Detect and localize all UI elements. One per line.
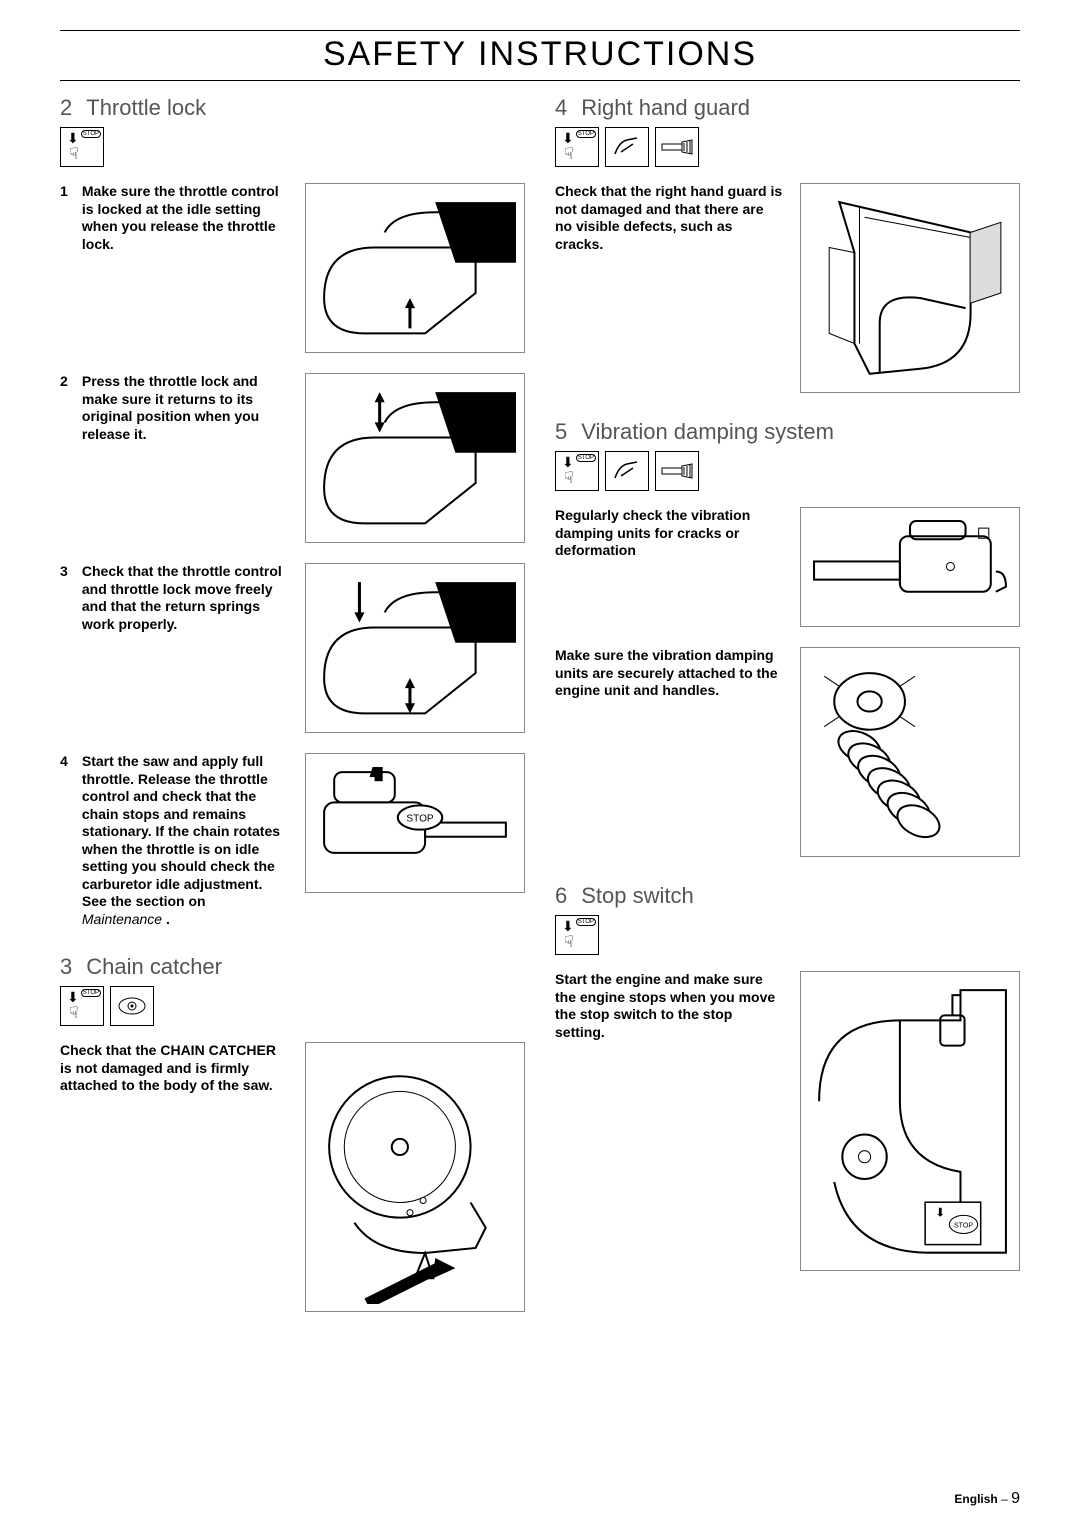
stop-engine-icon: ⬇STOP☟ — [555, 451, 599, 491]
section-6-icons: ⬇STOP☟ — [555, 915, 1020, 955]
section-title: Stop switch — [581, 883, 694, 909]
section-number: 6 — [555, 883, 567, 909]
throttle-step-2: 2 Press the throttle lock and make sure … — [60, 373, 525, 543]
step-text: 2 Press the throttle lock and make sure … — [60, 373, 289, 443]
right-hand-guard-row: Check that the right hand guard is not d… — [555, 183, 1020, 393]
section-title: Vibration damping system — [581, 419, 834, 445]
chainsaw-side-illustration — [800, 507, 1020, 627]
stop-switch-illustration: ⬇ STOP — [800, 971, 1020, 1271]
right-hand-guard-illustration — [800, 183, 1020, 393]
right-hand-guard-text: Check that the right hand guard is not d… — [555, 183, 784, 253]
vibration-text-2: Make sure the vibration damping units ar… — [555, 647, 784, 700]
section-4-icons: ⬇STOP☟ — [555, 127, 1020, 167]
stop-engine-icon: ⬇STOP☟ — [555, 127, 599, 167]
chain-catcher-text: Check that the CHAIN CATCHER is not dama… — [60, 1042, 289, 1095]
throttle-step-3: 3 Check that the throttle control and th… — [60, 563, 525, 733]
section-5-icons: ⬇STOP☟ — [555, 451, 1020, 491]
section-6-heading: 6 Stop switch — [555, 883, 1020, 909]
vibration-row-1: Regularly check the vibration damping un… — [555, 507, 1020, 627]
throttle-step-4: 4 Start the saw and apply full throttle.… — [60, 753, 525, 928]
section-3-icons: ⬇STOP☟ — [60, 986, 525, 1026]
step-text: 1 Make sure the throttle control is lock… — [60, 183, 289, 253]
right-column: 4 Right hand guard ⬇STOP☟ Check that the… — [555, 89, 1020, 1332]
section-4-heading: 4 Right hand guard — [555, 95, 1020, 121]
two-column-layout: 2 Throttle lock ⬇STOP☟ 1 Make sure the t… — [60, 89, 1020, 1332]
throttle-illustration-3 — [305, 563, 525, 733]
touch-inspect-icon — [605, 451, 649, 491]
section-title: Right hand guard — [581, 95, 750, 121]
damper-spring-illustration — [800, 647, 1020, 857]
page-title: SAFETY INSTRUCTIONS — [60, 35, 1020, 74]
section-number: 3 — [60, 954, 72, 980]
stop-switch-text: Start the engine and make sure the engin… — [555, 971, 784, 1041]
section-2-icons: ⬇STOP☟ — [60, 127, 525, 167]
stop-engine-icon: ⬇STOP☟ — [60, 127, 104, 167]
svg-text:STOP: STOP — [954, 1222, 973, 1229]
stop-switch-row: Start the engine and make sure the engin… — [555, 971, 1020, 1271]
step-text: 3 Check that the throttle control and th… — [60, 563, 289, 633]
section-5-heading: 5 Vibration damping system — [555, 419, 1020, 445]
brush-clean-icon — [655, 127, 699, 167]
section-title: Chain catcher — [86, 954, 222, 980]
step-text: 4 Start the saw and apply full throttle.… — [60, 753, 289, 928]
touch-inspect-icon — [605, 127, 649, 167]
stop-engine-icon: ⬇STOP☟ — [60, 986, 104, 1026]
brush-clean-icon — [655, 451, 699, 491]
under-title-rule — [60, 80, 1020, 81]
section-title: Throttle lock — [86, 95, 206, 121]
stop-engine-icon: ⬇STOP☟ — [555, 915, 599, 955]
left-column: 2 Throttle lock ⬇STOP☟ 1 Make sure the t… — [60, 89, 525, 1332]
vibration-row-2: Make sure the vibration damping units ar… — [555, 647, 1020, 857]
chain-catcher-row: Check that the CHAIN CATCHER is not dama… — [60, 1042, 525, 1312]
svg-text:⬇: ⬇ — [935, 1205, 945, 1219]
vibration-text-1: Regularly check the vibration damping un… — [555, 507, 784, 560]
throttle-illustration-1 — [305, 183, 525, 353]
section-number: 5 — [555, 419, 567, 445]
section-number: 2 — [60, 95, 72, 121]
section-3-heading: 3 Chain catcher — [60, 954, 525, 980]
visual-inspect-icon — [110, 986, 154, 1026]
throttle-illustration-2 — [305, 373, 525, 543]
section-number: 4 — [555, 95, 567, 121]
page-footer: English – 9 — [954, 1490, 1020, 1508]
top-rule — [60, 30, 1020, 31]
throttle-step-1: 1 Make sure the throttle control is lock… — [60, 183, 525, 353]
chain-catcher-illustration — [305, 1042, 525, 1312]
section-2-heading: 2 Throttle lock — [60, 95, 525, 121]
chainsaw-stop-illustration: STOP — [305, 753, 525, 893]
svg-text:STOP: STOP — [406, 814, 434, 825]
